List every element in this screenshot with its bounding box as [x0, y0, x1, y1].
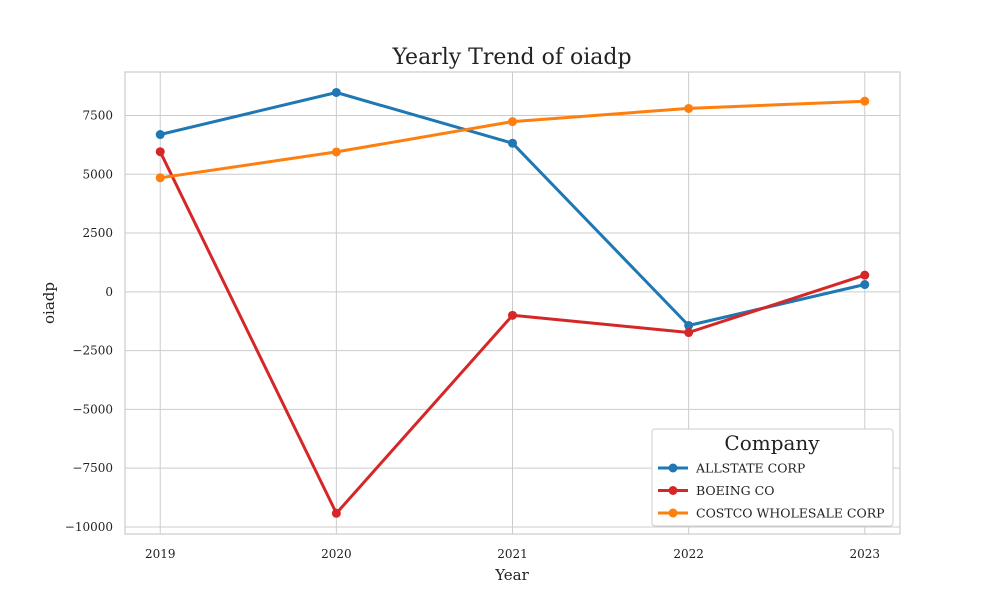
- data-point: [155, 147, 165, 157]
- data-point: [508, 310, 517, 320]
- x-tick-label: 2023: [849, 547, 880, 561]
- x-tick-label: 2021: [497, 547, 528, 561]
- y-tick-label: 0: [105, 285, 113, 299]
- series-layer: [155, 87, 870, 518]
- data-point: [508, 138, 517, 148]
- x-axis-label: Year: [494, 566, 529, 584]
- data-point: [331, 87, 341, 97]
- data-point: [155, 130, 165, 140]
- data-point: [860, 270, 870, 280]
- legend: Company ALLSTATE CORP BOEING CO COSTCO WHO…: [651, 428, 894, 527]
- data-point: [684, 320, 694, 330]
- series-group: [155, 96, 870, 183]
- y-tick-label: −7500: [72, 461, 113, 475]
- x-tick-label: 2022: [673, 547, 704, 561]
- data-point: [331, 508, 341, 518]
- plot-frame: [124, 71, 901, 535]
- legend-marker: [668, 486, 678, 495]
- y-tick-label: −5000: [72, 402, 113, 416]
- series-group: [155, 147, 870, 518]
- legend-marker: [668, 463, 678, 473]
- legend-label: BOEING CO: [696, 483, 774, 498]
- legend-label: COSTCO WHOLESALE CORP: [696, 506, 885, 521]
- legend-item: ALLSTATE CORP: [658, 461, 805, 476]
- legend-item: COSTCO WHOLESALE CORP: [658, 506, 885, 521]
- data-point: [860, 96, 870, 106]
- data-point: [860, 280, 870, 290]
- y-tick-label: −10000: [65, 520, 113, 534]
- data-point: [508, 117, 517, 127]
- data-point: [331, 147, 341, 157]
- x-tick-label: 2019: [145, 547, 176, 561]
- legend-item: BOEING CO: [658, 483, 774, 498]
- y-tick-label: 7500: [82, 108, 113, 122]
- x-tick-label: 2020: [321, 547, 352, 561]
- data-point: [684, 103, 694, 113]
- legend-box: [651, 428, 894, 527]
- y-tick-label: −2500: [72, 344, 113, 358]
- legend-marker: [668, 508, 678, 518]
- legend-title: Company: [724, 431, 820, 455]
- data-point: [684, 328, 694, 338]
- grid-layer: [125, 72, 900, 534]
- chart-title: Yearly Trend of oiadp: [391, 45, 631, 70]
- tick-labels: 2019 2020 2021 2022 2023 −10000 −7500 −5000 −250…: [65, 108, 880, 561]
- y-tick-label: 5000: [82, 167, 113, 181]
- legend-items: ALLSTATE CORP BOEING CO COSTCO WHOLESALE C…: [658, 461, 885, 521]
- y-tick-label: 2500: [82, 226, 113, 240]
- data-point: [155, 173, 165, 183]
- y-axis-label: oiadp: [40, 282, 58, 324]
- legend-label: ALLSTATE CORP: [695, 461, 805, 476]
